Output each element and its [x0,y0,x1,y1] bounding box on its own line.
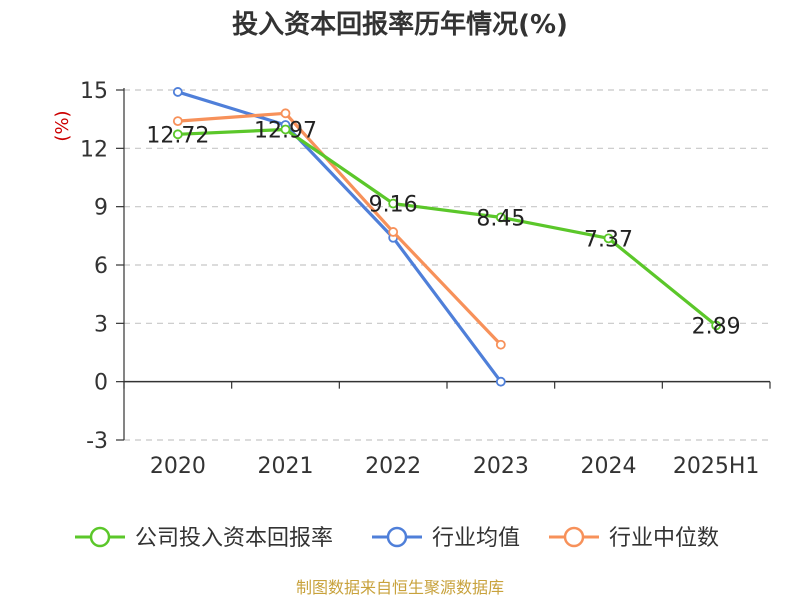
data-label: 12.97 [254,118,317,143]
y-tick-label: 15 [80,79,108,104]
data-point[interactable] [603,233,614,244]
data-point[interactable] [711,320,722,331]
series-line-0 [177,127,718,327]
data-label: 2.89 [692,314,741,339]
legend-marker [386,526,408,548]
x-tick-label: 2021 [258,454,314,479]
data-label: 9.16 [369,193,418,218]
grid [124,89,770,441]
data-label: 7.37 [584,227,633,252]
legend-item[interactable]: 行业中位数 [549,526,719,551]
legend-item[interactable]: 行业均值 [372,526,520,551]
source-note: 制图数据来自恒生聚源数据库 [296,578,504,597]
series-line-2 [177,111,502,346]
series-group [172,87,722,387]
x-tick-label: 2024 [581,454,637,479]
y-tick-label: -3 [86,429,108,454]
data-point[interactable] [172,129,183,140]
x-tick-label: 2025H1 [673,454,760,479]
legend-label: 行业中位数 [609,526,719,551]
legend-label: 行业均值 [432,526,520,551]
series-line-1 [177,90,503,383]
data-point[interactable] [388,198,399,209]
data-point[interactable] [495,339,506,350]
y-tick-label: 6 [94,254,108,279]
data-point[interactable] [280,124,291,135]
legend-marker [563,526,585,548]
data-point[interactable] [172,116,183,127]
data-label: 12.72 [146,123,209,148]
y-tick-label: 9 [94,196,108,221]
legend[interactable]: 公司投入资本回报率 行业均值 行业中位数 [75,526,719,551]
data-point[interactable] [495,376,506,387]
legend-item[interactable]: 公司投入资本回报率 [75,526,333,551]
legend-marker [89,526,111,548]
x-tick-label: 2020 [150,454,206,479]
data-point[interactable] [388,227,399,237]
y-tick-label: 12 [80,137,108,162]
data-point[interactable] [495,212,506,223]
data-point[interactable] [172,87,183,97]
y-tick-label: 3 [94,312,108,337]
chart-title: 投入资本回报率历年情况(%) [232,9,568,40]
data-point[interactable] [280,108,291,119]
axes: 15 12 9 6 3 0 -3 2020 2021 2022 2023 2024 2025H1 [80,79,771,479]
data-labels: 12.72 12.97 9.16 8.45 7.37 2.89 [146,118,740,339]
legend-label: 公司投入资本回报率 [135,526,333,551]
y-axis-label: (%) [52,110,73,141]
x-tick-label: 2022 [365,454,421,479]
data-label: 8.45 [476,206,525,231]
x-tick-label: 2023 [473,454,529,479]
y-tick-label: 0 [94,371,108,396]
